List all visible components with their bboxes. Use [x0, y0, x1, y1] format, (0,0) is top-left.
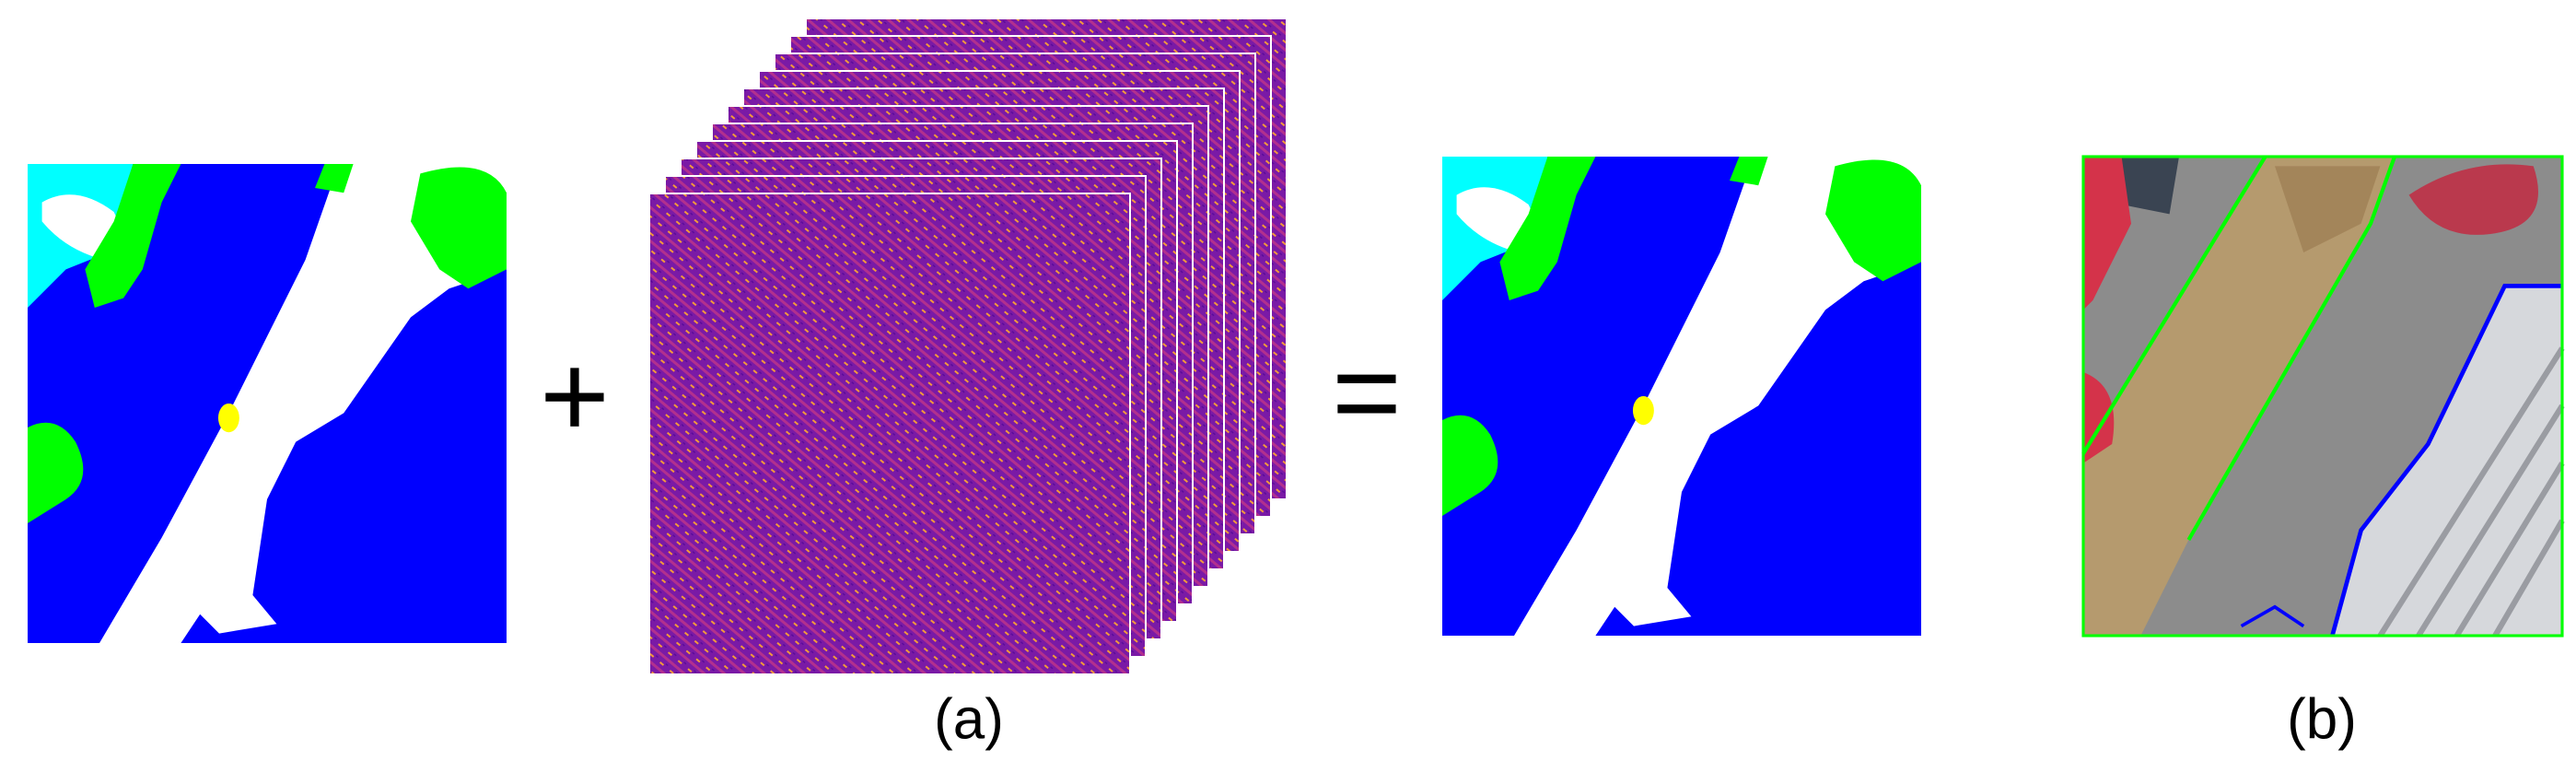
aerial-image [2081, 155, 2565, 638]
caption-a: (a) [934, 687, 1004, 751]
feature-map-stack [648, 18, 1288, 675]
caption-b: (b) [2287, 687, 2357, 751]
segmentation-output [1442, 157, 1921, 636]
segmentation-input [28, 164, 507, 643]
plus-sign: + [540, 328, 610, 462]
feature-map [648, 193, 1131, 675]
equals-sign: = [1332, 324, 1402, 459]
